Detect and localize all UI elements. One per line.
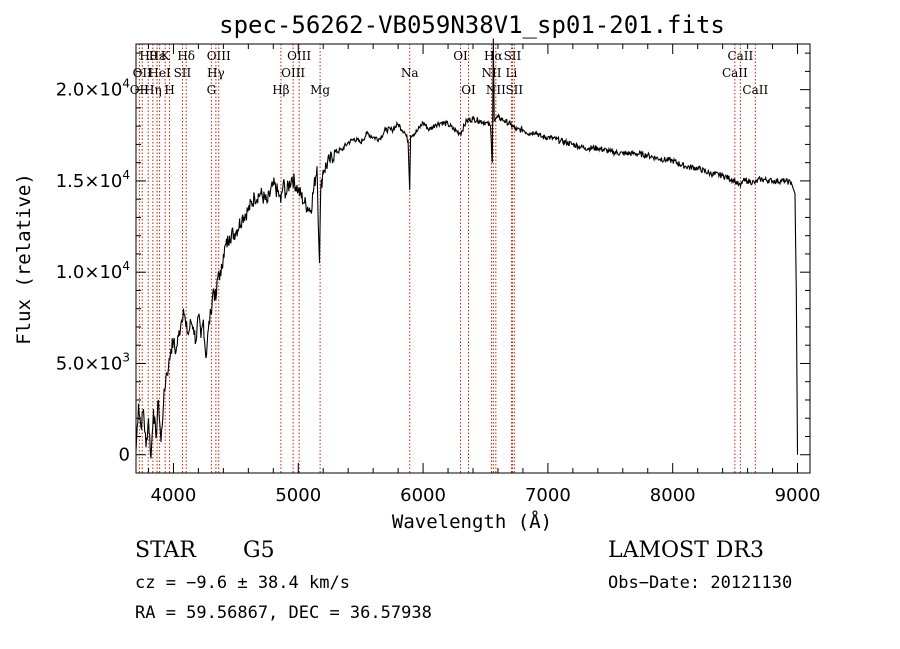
x-tick-label-5: 9000 [775,485,821,506]
line-label-22: NII [486,83,506,97]
line-labels: OIIOIIHθHηHεHeIKHSIIHδGHγOIIIHβOIIIOIIIM… [130,49,769,97]
x-tick-label-0: 4000 [151,485,197,506]
line-label-1: OII [133,66,153,80]
line-label-10: G [207,83,217,97]
line-label-9: Hδ [177,49,195,63]
line-label-28: CaII [742,83,768,97]
line-label-24: SII [504,49,522,63]
axis-ticks: 4000 5000 6000 7000 8000 9000 0 5.0×103 1.0×104 1… [56,44,821,506]
line-label-17: Na [401,66,419,80]
line-label-7: H [164,83,174,97]
line-label-12: OIII [207,49,231,63]
x-tick-label-4: 8000 [650,485,696,506]
spectrum-series [135,38,799,459]
obs-date: Obs−Date: 20121130 [608,573,793,593]
object-class: STAR [135,538,196,563]
line-label-11: Hγ [207,66,225,80]
line-label-25: SII [505,83,523,97]
x-tick-label-3: 7000 [525,485,571,506]
line-label-27: CaII [727,49,753,63]
line-label-5: HeI [148,66,171,80]
line-label-6: K [161,49,171,63]
line-label-26: CaII [722,66,748,80]
plot-frame [135,43,811,474]
survey-name: LAMOST DR3 [608,538,764,563]
line-label-18: OI [453,49,468,63]
ra-dec: RA = 59.56867, DEC = 36.57938 [135,603,432,623]
line-label-19: OI [461,83,476,97]
line-markers [138,44,756,473]
line-label-8: SII [174,66,192,80]
y-tick-label-3: 1.5×104 [56,168,130,192]
line-label-20: NII [481,66,501,80]
subclass: G5 [243,538,275,563]
line-label-13: Hβ [272,83,289,97]
line-label-4: Hε [149,49,166,63]
line-label-14: OIII [281,66,305,80]
line-label-23: Li [506,66,518,80]
x-tick-label-2: 6000 [400,485,446,506]
line-label-16: Mg [310,83,330,97]
x-tick-label-1: 5000 [275,485,321,506]
line-label-0: OII [130,83,150,97]
line-label-15: OIII [287,49,311,63]
spectrum-line [135,38,799,459]
y-tick-label-0: 0 [119,445,130,466]
redshift-cz: cz = −9.6 ± 38.4 km/s [135,573,350,593]
y-tick-label-4: 2.0×104 [56,77,130,101]
line-label-2: Hθ [139,49,157,63]
chart-title: spec-56262-VB059N38V1_sp01-201.fits [219,11,725,39]
y-tick-label-1: 5.0×103 [56,350,130,374]
line-label-21: Hα [484,49,503,63]
y-axis-label: Flux (relative) [13,173,35,345]
line-label-3: Hη [144,83,162,97]
y-tick-label-2: 1.0×104 [56,259,130,283]
x-axis-label: Wavelength (Å) [392,510,552,533]
